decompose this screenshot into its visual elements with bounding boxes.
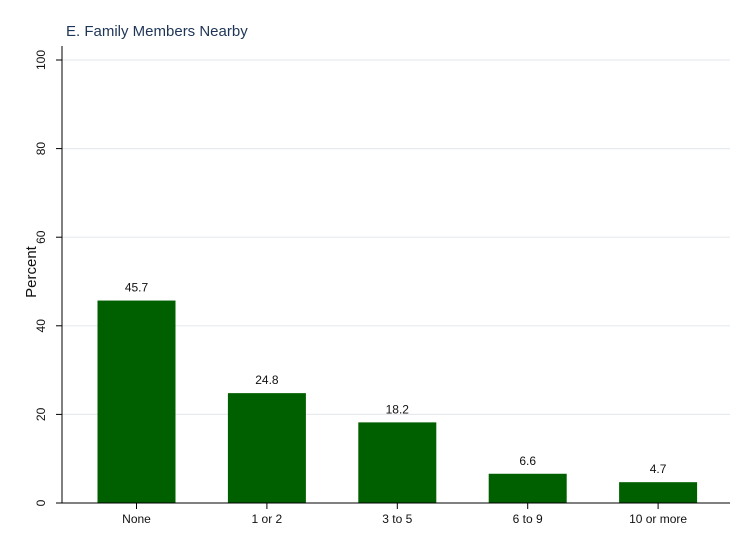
- data-label: 4.7: [650, 462, 667, 476]
- bars: [97, 300, 698, 503]
- x-tick-label: 3 to 5: [382, 512, 412, 526]
- y-axis-title: Percent: [23, 245, 40, 298]
- y-tick-label: 20: [34, 407, 48, 421]
- x-tick-label: 6 to 9: [513, 512, 543, 526]
- y-tick-label: 80: [34, 142, 48, 156]
- x-axis-ticks: None 1 or 2 3 to 5 6 to 9 10 or more: [122, 503, 687, 526]
- bar: [97, 300, 176, 503]
- bar: [488, 473, 567, 503]
- data-label: 18.2: [386, 402, 410, 416]
- bar: [619, 482, 698, 503]
- y-tick-label: 60: [34, 230, 48, 244]
- data-label: 24.8: [255, 373, 279, 387]
- bar: [227, 393, 306, 503]
- data-label: 6.6: [519, 454, 536, 468]
- y-axis-ticks: 0 20 40 60 80 100: [34, 50, 62, 506]
- y-tick-label: 100: [34, 50, 48, 70]
- chart-title: E. Family Members Nearby: [66, 23, 248, 40]
- x-tick-label: 10 or more: [629, 512, 687, 526]
- bar: [358, 422, 437, 503]
- x-tick-label: 1 or 2: [252, 512, 283, 526]
- y-tick-label: 0: [34, 499, 48, 506]
- y-tick-label: 40: [34, 319, 48, 333]
- data-labels: 45.7 24.8 18.2 6.6 4.7: [125, 281, 667, 477]
- data-label: 45.7: [125, 281, 149, 295]
- x-tick-label: None: [122, 512, 151, 526]
